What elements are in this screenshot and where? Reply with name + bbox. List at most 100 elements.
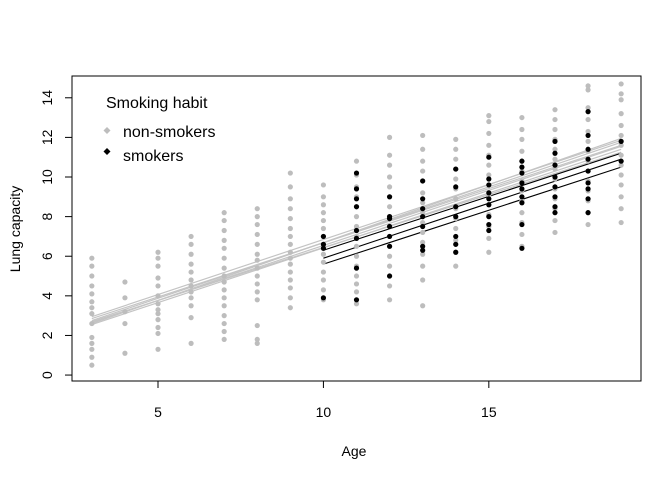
non-smokers-point xyxy=(221,265,227,271)
non-smokers-point xyxy=(254,257,260,263)
smokers-point xyxy=(420,223,426,230)
smokers-fit-line xyxy=(323,166,622,265)
non-smokers-point xyxy=(287,277,293,283)
non-smokers-point xyxy=(221,336,227,343)
non-smokers-point xyxy=(618,97,624,103)
non-smokers-point xyxy=(287,285,293,291)
non-smokers-point xyxy=(221,245,227,251)
data-points xyxy=(89,81,624,368)
non-smokers-point xyxy=(188,251,194,257)
smokers-point xyxy=(552,194,558,200)
non-smokers-point xyxy=(320,269,327,275)
non-smokers-point xyxy=(519,231,525,238)
non-smokers-point xyxy=(552,166,558,172)
non-smokers-point xyxy=(519,210,525,216)
non-smokers-point xyxy=(155,307,161,313)
smokers-point xyxy=(552,210,558,216)
x-tick-label: 10 xyxy=(316,404,332,420)
non-smokers-point xyxy=(320,287,327,293)
non-smokers-point xyxy=(122,279,128,285)
smokers-point xyxy=(386,194,393,200)
non-smokers-point xyxy=(155,317,161,323)
non-smokers-point xyxy=(287,196,293,202)
non-smokers-point xyxy=(453,146,459,152)
non-smokers-point xyxy=(486,162,492,168)
non-smokers-point xyxy=(221,255,227,261)
non-smokers-point xyxy=(287,215,293,222)
non-smokers-point xyxy=(618,194,624,200)
y-axis: 0 2 4 6 8 10 12 14 xyxy=(39,90,73,379)
smokers-point xyxy=(353,297,360,303)
non-smokers-point xyxy=(618,111,624,117)
non-smokers-point xyxy=(353,214,360,220)
smokers-point xyxy=(519,158,525,164)
y-tick-label: 14 xyxy=(39,90,55,106)
non-smokers-point xyxy=(89,354,95,360)
non-smokers-point xyxy=(420,190,426,196)
non-smokers-point xyxy=(254,214,260,220)
non-smokers-point xyxy=(386,297,393,303)
non-smokers-point xyxy=(155,346,161,352)
non-smokers-point xyxy=(89,299,95,305)
smokers-point xyxy=(453,184,459,190)
non-smokers-point xyxy=(420,210,426,216)
non-smokers-point xyxy=(386,263,393,269)
smokers-point xyxy=(453,166,459,172)
non-smokers-point xyxy=(353,289,360,295)
non-smokers-point xyxy=(89,283,95,289)
non-smokers-point xyxy=(320,217,327,224)
non-smokers-point xyxy=(353,253,360,259)
smokers-point xyxy=(552,150,558,156)
non-smokers-point xyxy=(552,116,558,123)
non-smokers-point xyxy=(254,281,260,287)
non-smokers-point xyxy=(420,239,426,245)
non-smokers-point xyxy=(254,340,260,346)
non-smokers-point xyxy=(188,295,194,301)
non-smokers-point xyxy=(519,136,525,142)
smokers-fit-line xyxy=(323,152,622,251)
non-smokers-point xyxy=(221,227,227,234)
non-smokers-point xyxy=(320,210,327,216)
smokers-point xyxy=(585,132,591,139)
non-smokers-point xyxy=(618,142,624,148)
non-smokers-point xyxy=(254,289,260,295)
smokers-point xyxy=(486,214,492,220)
non-smokers-point xyxy=(420,263,426,269)
smokers-point xyxy=(386,273,393,279)
non-smokers-point xyxy=(585,105,591,111)
non-smokers-point xyxy=(386,283,393,289)
smokers-point xyxy=(486,190,492,196)
non-smokers-point xyxy=(585,83,591,89)
non-smokers-point xyxy=(585,221,591,228)
non-smokers-point xyxy=(486,172,492,178)
legend-label-non-smokers: non-smokers xyxy=(123,124,215,141)
non-smokers-point xyxy=(188,340,194,346)
y-tick-label: 8 xyxy=(39,213,55,221)
legend-marker-smokers xyxy=(103,148,111,155)
smokers-point xyxy=(353,227,360,234)
y-tick-label: 4 xyxy=(39,292,55,300)
smokers-point xyxy=(585,186,591,192)
smokers-point xyxy=(320,295,327,301)
smokers-point xyxy=(486,176,492,182)
non-smokers-point xyxy=(89,255,95,261)
non-smokers-point xyxy=(453,196,459,202)
smokers-point xyxy=(618,158,624,164)
non-smokers-point xyxy=(320,182,327,188)
smokers-point xyxy=(552,162,558,168)
non-smokers-point xyxy=(188,283,194,289)
smokers-point xyxy=(353,204,360,210)
non-smokers-point xyxy=(618,219,624,226)
smokers-point xyxy=(519,180,525,186)
non-smokers-point xyxy=(188,241,194,247)
non-smokers-point xyxy=(188,233,194,240)
smokers-point xyxy=(519,200,525,206)
smokers-point xyxy=(552,204,558,210)
non-smokers-point xyxy=(453,156,459,162)
non-smokers-point xyxy=(89,263,95,269)
smokers-point xyxy=(486,202,492,208)
non-smokers-point xyxy=(221,210,227,216)
smokers-point xyxy=(486,227,492,234)
non-smokers-point xyxy=(287,295,293,301)
smokers-point xyxy=(585,146,591,152)
